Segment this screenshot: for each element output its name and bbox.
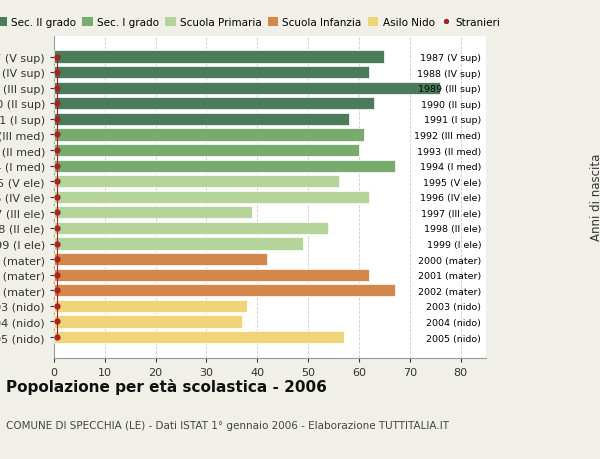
Bar: [54, 191, 369, 203]
Legend: Sec. II grado, Sec. I grado, Scuola Primaria, Scuola Infanzia, Asilo Nido, Stran: Sec. II grado, Sec. I grado, Scuola Prim…: [0, 18, 500, 28]
Bar: [54, 160, 395, 172]
Bar: [54, 285, 395, 297]
Text: COMUNE DI SPECCHIA (LE) - Dati ISTAT 1° gennaio 2006 - Elaborazione TUTTITALIA.I: COMUNE DI SPECCHIA (LE) - Dati ISTAT 1° …: [6, 420, 449, 430]
Bar: [54, 207, 252, 219]
Text: Anni di nascita: Anni di nascita: [590, 154, 600, 241]
Bar: [54, 331, 344, 343]
Text: Popolazione per età scolastica - 2006: Popolazione per età scolastica - 2006: [6, 379, 327, 395]
Bar: [54, 51, 385, 63]
Bar: [54, 113, 349, 126]
Bar: [54, 223, 328, 235]
Bar: [54, 129, 364, 141]
Bar: [54, 300, 247, 312]
Bar: [54, 238, 303, 250]
Bar: [54, 145, 359, 157]
Bar: [54, 83, 440, 95]
Bar: [54, 269, 369, 281]
Bar: [54, 67, 369, 79]
Bar: [54, 176, 338, 188]
Bar: [54, 253, 268, 266]
Bar: [54, 98, 374, 110]
Bar: [54, 316, 242, 328]
